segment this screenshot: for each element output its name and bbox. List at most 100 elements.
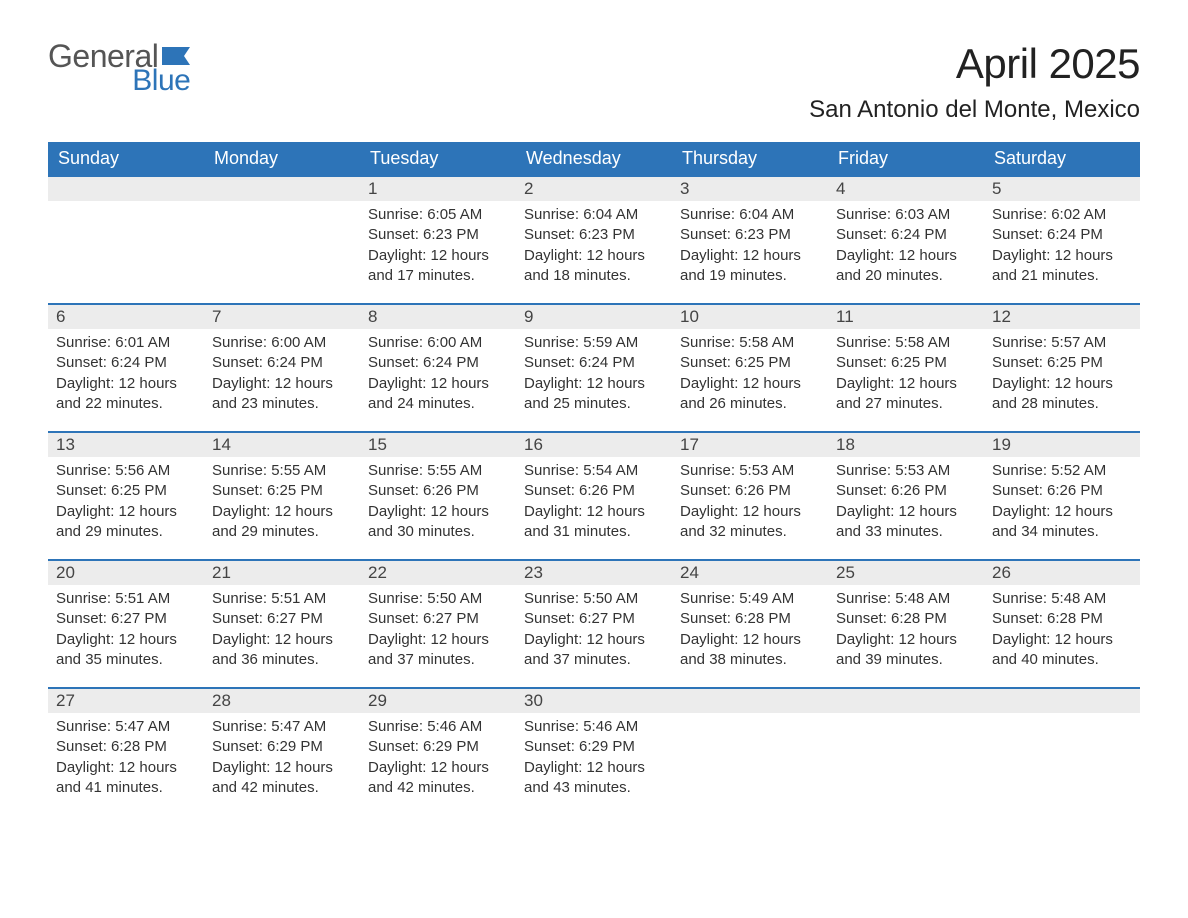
sunset-text: Sunset: 6:27 PM <box>56 609 196 629</box>
daylight-text: Daylight: 12 hours and 20 minutes. <box>836 246 976 287</box>
daylight-text: Daylight: 12 hours and 17 minutes. <box>368 246 508 287</box>
header: General Blue April 2025 San Antonio del … <box>48 40 1140 124</box>
calendar-thead: SundayMondayTuesdayWednesdayThursdayFrid… <box>48 142 1140 175</box>
sunrise-text: Sunrise: 6:04 AM <box>524 205 664 225</box>
day-number: 13 <box>48 431 204 457</box>
sunrise-text: Sunrise: 5:49 AM <box>680 589 820 609</box>
sunset-text: Sunset: 6:28 PM <box>56 737 196 757</box>
sunrise-text: Sunrise: 5:50 AM <box>368 589 508 609</box>
daylight-text: Daylight: 12 hours and 38 minutes. <box>680 630 820 671</box>
calendar-day-cell: 6Sunrise: 6:01 AMSunset: 6:24 PMDaylight… <box>48 303 204 431</box>
title-block: April 2025 San Antonio del Monte, Mexico <box>809 40 1140 124</box>
month-title: April 2025 <box>809 40 1140 88</box>
daylight-text: Daylight: 12 hours and 28 minutes. <box>992 374 1132 415</box>
daylight-text: Daylight: 12 hours and 18 minutes. <box>524 246 664 287</box>
calendar-day-cell: 7Sunrise: 6:00 AMSunset: 6:24 PMDaylight… <box>204 303 360 431</box>
daylight-text: Daylight: 12 hours and 40 minutes. <box>992 630 1132 671</box>
day-number <box>984 687 1140 713</box>
weekday-header: Tuesday <box>360 142 516 175</box>
daylight-text: Daylight: 12 hours and 23 minutes. <box>212 374 352 415</box>
day-number: 17 <box>672 431 828 457</box>
day-number <box>672 687 828 713</box>
daylight-text: Daylight: 12 hours and 37 minutes. <box>368 630 508 671</box>
daylight-text: Daylight: 12 hours and 33 minutes. <box>836 502 976 543</box>
day-body <box>204 201 360 211</box>
sunset-text: Sunset: 6:24 PM <box>56 353 196 373</box>
day-number: 29 <box>360 687 516 713</box>
sunset-text: Sunset: 6:24 PM <box>368 353 508 373</box>
daylight-text: Daylight: 12 hours and 21 minutes. <box>992 246 1132 287</box>
day-number: 19 <box>984 431 1140 457</box>
location-text: San Antonio del Monte, Mexico <box>809 96 1140 124</box>
day-number <box>204 175 360 201</box>
day-body: Sunrise: 5:47 AMSunset: 6:29 PMDaylight:… <box>204 713 360 804</box>
daylight-text: Daylight: 12 hours and 29 minutes. <box>212 502 352 543</box>
day-number: 21 <box>204 559 360 585</box>
sunset-text: Sunset: 6:25 PM <box>56 481 196 501</box>
sunrise-text: Sunrise: 5:47 AM <box>212 717 352 737</box>
sunrise-text: Sunrise: 6:03 AM <box>836 205 976 225</box>
daylight-text: Daylight: 12 hours and 29 minutes. <box>56 502 196 543</box>
daylight-text: Daylight: 12 hours and 24 minutes. <box>368 374 508 415</box>
weekday-header: Sunday <box>48 142 204 175</box>
sunset-text: Sunset: 6:26 PM <box>680 481 820 501</box>
sunset-text: Sunset: 6:23 PM <box>524 225 664 245</box>
sunrise-text: Sunrise: 5:59 AM <box>524 333 664 353</box>
sunrise-text: Sunrise: 5:52 AM <box>992 461 1132 481</box>
sunrise-text: Sunrise: 5:54 AM <box>524 461 664 481</box>
calendar-week-row: 27Sunrise: 5:47 AMSunset: 6:28 PMDayligh… <box>48 687 1140 815</box>
day-number: 22 <box>360 559 516 585</box>
calendar-day-cell: 2 Sunrise: 6:04 AMSunset: 6:23 PMDaylight… <box>516 175 672 303</box>
sunrise-text: Sunrise: 5:48 AM <box>992 589 1132 609</box>
day-number: 12 <box>984 303 1140 329</box>
calendar-day-cell: 4Sunrise: 6:03 AMSunset: 6:24 PMDaylight… <box>828 175 984 303</box>
daylight-text: Daylight: 12 hours and 42 minutes. <box>368 758 508 799</box>
day-number: 25 <box>828 559 984 585</box>
calendar-day-cell: 5Sunrise: 6:02 AMSunset: 6:24 PMDaylight… <box>984 175 1140 303</box>
day-body: Sunrise: 5:57 AMSunset: 6:25 PMDaylight:… <box>984 329 1140 420</box>
daylight-text: Daylight: 12 hours and 35 minutes. <box>56 630 196 671</box>
calendar-day-cell: 18Sunrise: 5:53 AMSunset: 6:26 PMDayligh… <box>828 431 984 559</box>
calendar-day-cell: 25Sunrise: 5:48 AMSunset: 6:28 PMDayligh… <box>828 559 984 687</box>
day-number: 5 <box>984 175 1140 201</box>
day-number: 2 <box>516 175 672 201</box>
day-number: 15 <box>360 431 516 457</box>
sunset-text: Sunset: 6:29 PM <box>524 737 664 757</box>
calendar-empty-cell <box>672 687 828 815</box>
day-number: 6 <box>48 303 204 329</box>
day-body: Sunrise: 5:56 AMSunset: 6:25 PMDaylight:… <box>48 457 204 548</box>
sunset-text: Sunset: 6:23 PM <box>680 225 820 245</box>
day-body: Sunrise: 5:51 AMSunset: 6:27 PMDaylight:… <box>204 585 360 676</box>
calendar-empty-cell <box>828 687 984 815</box>
sunrise-text: Sunrise: 5:57 AM <box>992 333 1132 353</box>
daylight-text: Daylight: 12 hours and 32 minutes. <box>680 502 820 543</box>
daylight-text: Daylight: 12 hours and 39 minutes. <box>836 630 976 671</box>
sunset-text: Sunset: 6:24 PM <box>524 353 664 373</box>
sunset-text: Sunset: 6:26 PM <box>992 481 1132 501</box>
calendar-day-cell: 12Sunrise: 5:57 AMSunset: 6:25 PMDayligh… <box>984 303 1140 431</box>
calendar-week-row: 13Sunrise: 5:56 AMSunset: 6:25 PMDayligh… <box>48 431 1140 559</box>
sunset-text: Sunset: 6:29 PM <box>368 737 508 757</box>
day-body <box>828 713 984 723</box>
calendar-day-cell: 3Sunrise: 6:04 AMSunset: 6:23 PMDaylight… <box>672 175 828 303</box>
calendar-week-row: 20Sunrise: 5:51 AMSunset: 6:27 PMDayligh… <box>48 559 1140 687</box>
day-number: 3 <box>672 175 828 201</box>
day-body: Sunrise: 5:55 AMSunset: 6:26 PMDaylight:… <box>360 457 516 548</box>
day-number: 26 <box>984 559 1140 585</box>
day-body: Sunrise: 5:50 AMSunset: 6:27 PMDaylight:… <box>516 585 672 676</box>
weekday-header: Wednesday <box>516 142 672 175</box>
day-number: 8 <box>360 303 516 329</box>
sunrise-text: Sunrise: 6:05 AM <box>368 205 508 225</box>
sunset-text: Sunset: 6:27 PM <box>368 609 508 629</box>
brand-logo: General Blue <box>48 40 190 96</box>
day-body <box>48 201 204 211</box>
sunset-text: Sunset: 6:26 PM <box>524 481 664 501</box>
calendar-day-cell: 28Sunrise: 5:47 AMSunset: 6:29 PMDayligh… <box>204 687 360 815</box>
day-body: Sunrise: 5:49 AMSunset: 6:28 PMDaylight:… <box>672 585 828 676</box>
sunrise-text: Sunrise: 5:50 AM <box>524 589 664 609</box>
day-body: Sunrise: 5:55 AMSunset: 6:25 PMDaylight:… <box>204 457 360 548</box>
sunrise-text: Sunrise: 5:58 AM <box>836 333 976 353</box>
day-number: 24 <box>672 559 828 585</box>
day-number: 11 <box>828 303 984 329</box>
daylight-text: Daylight: 12 hours and 31 minutes. <box>524 502 664 543</box>
